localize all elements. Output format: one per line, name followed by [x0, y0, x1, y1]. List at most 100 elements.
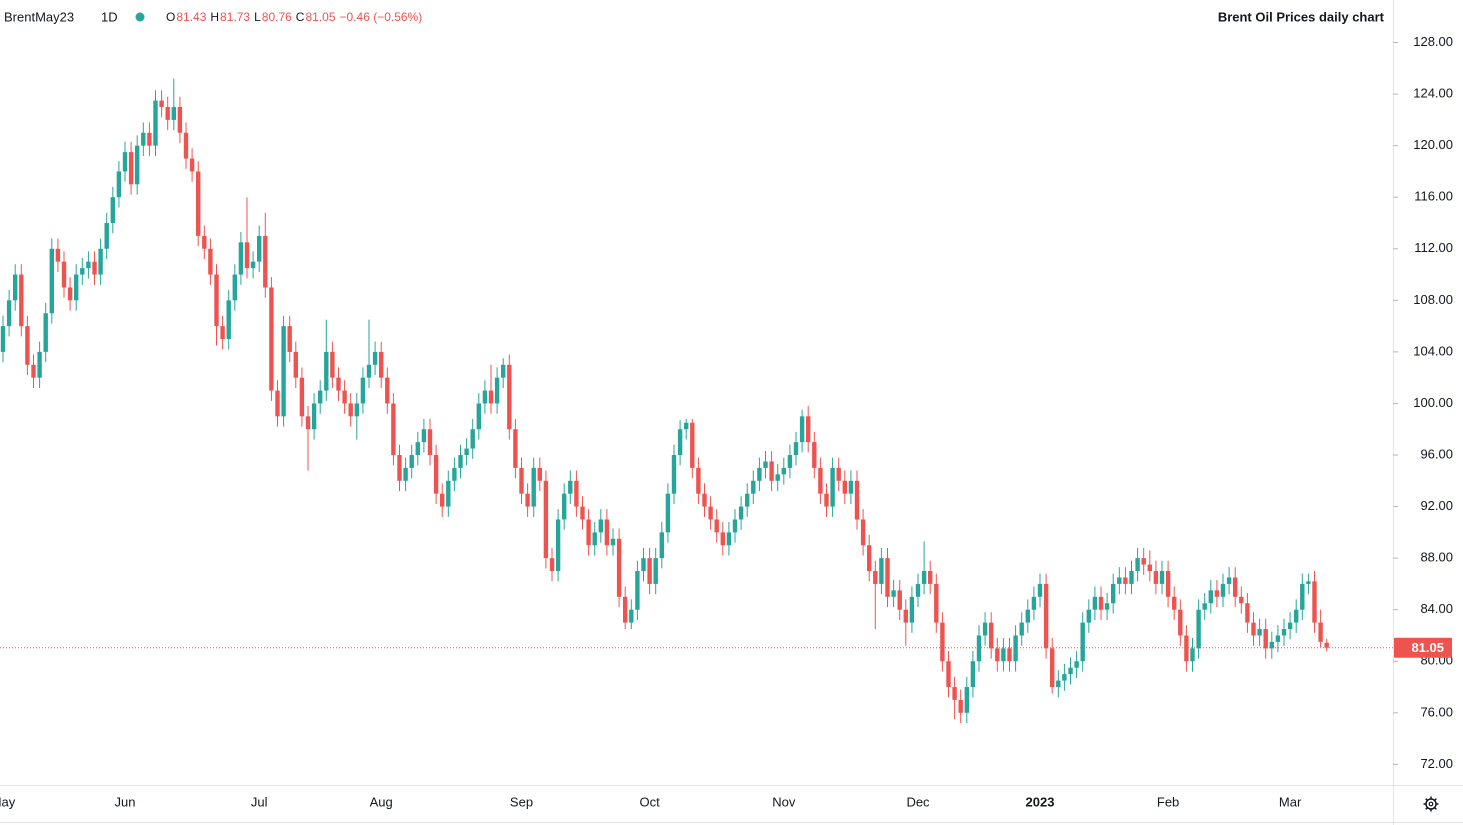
- candle-body: [1117, 577, 1122, 584]
- candle-body: [1196, 609, 1201, 649]
- candle-body: [1269, 641, 1274, 649]
- candle-body: [964, 687, 969, 713]
- x-tick-label: Mar: [1279, 794, 1302, 809]
- legend-value: 81.05: [305, 10, 335, 24]
- candle-body: [629, 609, 634, 623]
- candle-body: [238, 242, 244, 275]
- candle-body: [1300, 583, 1305, 610]
- candle-body: [104, 222, 109, 249]
- candle-body: [677, 429, 683, 456]
- candle-body: [330, 351, 335, 378]
- candle-body: [562, 493, 567, 520]
- candle-body: [1184, 635, 1189, 662]
- candle-body: [921, 571, 927, 584]
- x-tick-label: Nov: [772, 794, 796, 809]
- candle-body: [1190, 648, 1195, 662]
- candle-body: [208, 248, 213, 275]
- candle-body: [147, 132, 152, 146]
- candle-body: [958, 699, 963, 713]
- candle-body: [1141, 558, 1146, 565]
- candle-body: [446, 480, 451, 507]
- candle-body: [1245, 603, 1250, 623]
- candle-body: [1111, 583, 1116, 604]
- candle-body: [0, 326, 6, 352]
- candle-body: [257, 235, 262, 262]
- candle-body: [122, 152, 128, 172]
- gear-teeth[interactable]: [1423, 796, 1439, 812]
- candle-body: [775, 474, 780, 481]
- x-tick-label: 2023: [1026, 794, 1055, 809]
- candle-body: [623, 596, 628, 623]
- candle-body: [165, 106, 170, 120]
- x-tick-label: Sep: [510, 794, 533, 809]
- candle-body: [1062, 674, 1067, 681]
- candle-body: [214, 274, 219, 327]
- candle-body: [360, 377, 366, 404]
- candle-body: [55, 248, 61, 262]
- candle-body: [519, 467, 524, 494]
- legend-label: O: [166, 10, 175, 24]
- candle-body: [1287, 622, 1293, 630]
- candle-body: [1135, 558, 1140, 572]
- candle-body: [1043, 583, 1049, 649]
- candle-body: [427, 429, 433, 456]
- candle-body: [1275, 635, 1281, 642]
- candle-body: [226, 300, 231, 340]
- candle-body: [177, 106, 183, 133]
- candle-body: [433, 455, 439, 494]
- candle-body: [641, 558, 646, 572]
- candle-body: [275, 390, 280, 417]
- candle-body: [970, 661, 976, 688]
- candle-body: [702, 493, 707, 507]
- y-tick-label: 72.00: [1420, 756, 1453, 771]
- candle-body: [440, 493, 445, 507]
- candle-body: [488, 390, 494, 404]
- candle-body: [1257, 629, 1262, 636]
- candle-body: [336, 377, 341, 391]
- candle-body: [598, 519, 603, 533]
- candle-body: [470, 429, 475, 449]
- settings-icon[interactable]: [1423, 796, 1439, 812]
- x-tick-label: Feb: [1157, 794, 1179, 809]
- candle-body: [873, 571, 878, 584]
- candle-body: [196, 171, 201, 236]
- candle-body: [1080, 622, 1085, 662]
- candle-body: [653, 558, 658, 584]
- last-price-box: [1394, 637, 1452, 658]
- candle-body: [397, 455, 402, 481]
- candle-body: [824, 493, 829, 507]
- candle-body: [1202, 603, 1207, 610]
- candle-body: [952, 687, 957, 700]
- candle-body: [348, 403, 353, 417]
- candle-body: [281, 326, 286, 417]
- candle-body: [684, 422, 689, 430]
- symbol: BrentMay23: [4, 9, 74, 24]
- candle-body: [366, 364, 372, 378]
- candle-body: [610, 538, 616, 546]
- candle-body: [1226, 577, 1232, 584]
- candle-body: [1129, 571, 1134, 584]
- candle-body: [671, 455, 677, 494]
- gear-hub[interactable]: [1428, 801, 1434, 807]
- y-tick-label: 100.00: [1413, 395, 1453, 410]
- candle-body: [574, 480, 579, 507]
- candle-body: [1324, 642, 1329, 648]
- candle-body: [616, 538, 622, 597]
- x-tick-label: May: [0, 794, 16, 809]
- candle-body: [940, 622, 945, 662]
- candle-body: [1178, 609, 1183, 636]
- candle-body: [244, 242, 250, 269]
- candle-body: [232, 274, 237, 301]
- candle-body: [1263, 629, 1268, 649]
- candle-body: [299, 377, 305, 417]
- candle-body: [903, 609, 908, 623]
- candle-body: [74, 274, 79, 301]
- candle-body: [403, 467, 408, 481]
- candle-body: [1037, 583, 1043, 597]
- candle-body: [860, 519, 866, 546]
- legend-label: C: [296, 10, 305, 24]
- candle-body: [263, 235, 268, 288]
- candle-body: [1019, 622, 1024, 636]
- candle-body: [324, 351, 329, 391]
- candle-body: [183, 132, 189, 159]
